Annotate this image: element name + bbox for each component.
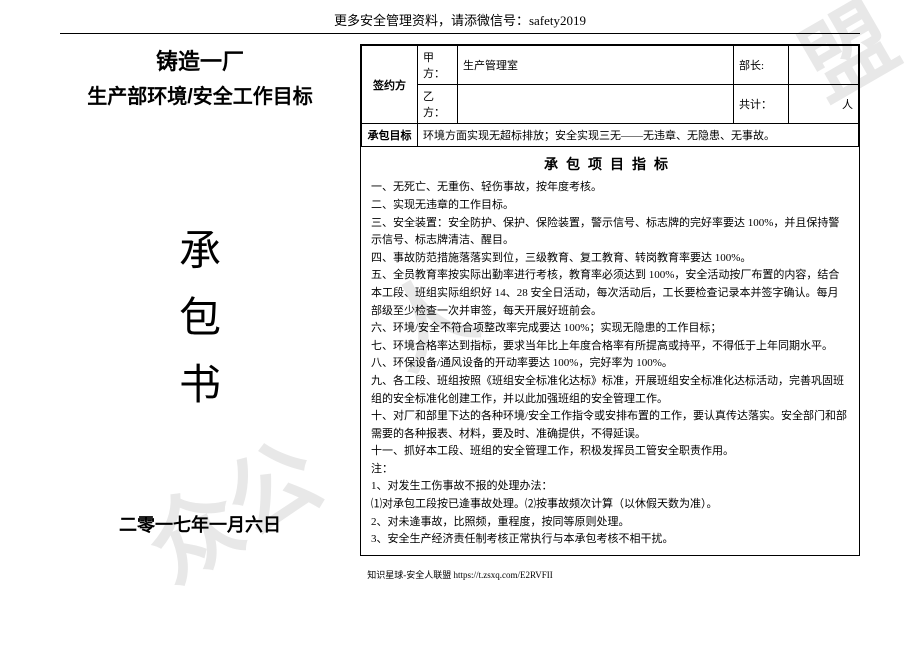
ren-value: 人 [789, 85, 859, 124]
signing-table: 签约方 甲方： 生产管理室 部长: 乙方： 共计： 人 承包目标 环境方面实现无… [361, 45, 859, 147]
target-item: 四、事故防范措施落落实到位，三级教育、复工教育、转岗教育率要达 100%。 [371, 250, 849, 268]
target-item: 3、安全生产经济责任制考核正常执行与本承包考核不相干扰。 [371, 531, 849, 549]
sign-party-label: 签约方 [362, 46, 418, 124]
header-note: 更多安全管理资料，请添微信号：safety2019 [0, 0, 920, 33]
callig-char-3: 书 [60, 353, 340, 420]
jia-label: 甲方： [418, 46, 458, 85]
document-date: 二零一七年一月六日 [60, 511, 340, 537]
calligraphy-title: 承 包 书 [60, 219, 340, 421]
targets-title: 承包项目指标 [371, 153, 849, 175]
target-item: 1、对发生工伤事故不报的处理办法： [371, 478, 849, 496]
target-item: 2、对未逄事故，比照频，重程度，按同等原则处理。 [371, 514, 849, 532]
yi-label: 乙方： [418, 85, 458, 124]
target-item: 注： [371, 461, 849, 479]
target-item: 一、无死亡、无重伤、轻伤事故，按年度考核。 [371, 179, 849, 197]
gongji-label: 共计： [734, 85, 789, 124]
left-column: 铸造一厂 生产部环境/安全工作目标 承 包 书 二零一七年一月六日 [60, 44, 360, 556]
title-line2: 生产部环境/安全工作目标 [60, 80, 340, 109]
right-column: 签约方 甲方： 生产管理室 部长: 乙方： 共计： 人 承包目标 环境方面实现无… [360, 44, 860, 556]
yi-value [458, 85, 734, 124]
targets-list: 一、无死亡、无重伤、轻伤事故，按年度考核。二、实现无违章的工作目标。三、安全装置… [371, 179, 849, 548]
target-item: 十、对厂和部里下达的各种环境/安全工作指令或安排布置的工作，要认真传达落实。安全… [371, 408, 849, 443]
target-item: ⑴对承包工段按已逄事故处理。⑵按事故频次计算（以休假天数为准）。 [371, 496, 849, 514]
callig-char-2: 包 [60, 286, 340, 353]
contract-goal-value: 环境方面实现无超标排放；安全实现三无——无违章、无隐患、无事故。 [418, 124, 859, 147]
footer-note: 知识星球-安全人联盟 https://t.zsxq.com/E2RVFII [0, 568, 920, 581]
target-item: 十一、抓好本工段、班组的安全管理工作，积极发挥员工管安全职责作用。 [371, 443, 849, 461]
callig-char-1: 承 [60, 219, 340, 286]
target-item: 六、环境/安全不符合项整改率完成要达 100%；实现无隐患的工作目标； [371, 320, 849, 338]
buchang-value [789, 46, 859, 85]
target-item: 九、各工段、班组按照《班组安全标准化达标》标准，开展班组安全标准化达标活动，完善… [371, 373, 849, 408]
target-item: 三、安全装置：安全防护、保护、保险装置，警示信号、标志牌的完好率要达 100%，… [371, 215, 849, 250]
contract-goal-label: 承包目标 [362, 124, 418, 147]
target-item: 五、全员教育率按实际出勤率进行考核，教育率必须达到 100%，安全活动按厂布置的… [371, 267, 849, 320]
target-item: 八、环保设备/通风设备的开动率要达 100%，完好率为 100%。 [371, 355, 849, 373]
document-title: 铸造一厂 生产部环境/安全工作目标 [60, 44, 340, 109]
buchang-label: 部长: [734, 46, 789, 85]
main-content: 铸造一厂 生产部环境/安全工作目标 承 包 书 二零一七年一月六日 签约方 甲方… [0, 34, 920, 556]
title-line1: 铸造一厂 [60, 44, 340, 76]
targets-section: 承包项目指标 一、无死亡、无重伤、轻伤事故，按年度考核。二、实现无违章的工作目标… [361, 147, 859, 555]
target-item: 二、实现无违章的工作目标。 [371, 197, 849, 215]
jia-value: 生产管理室 [458, 46, 734, 85]
target-item: 七、环境合格率达到指标，要求当年比上年度合格率有所提高或持平，不得低于上年同期水… [371, 338, 849, 356]
